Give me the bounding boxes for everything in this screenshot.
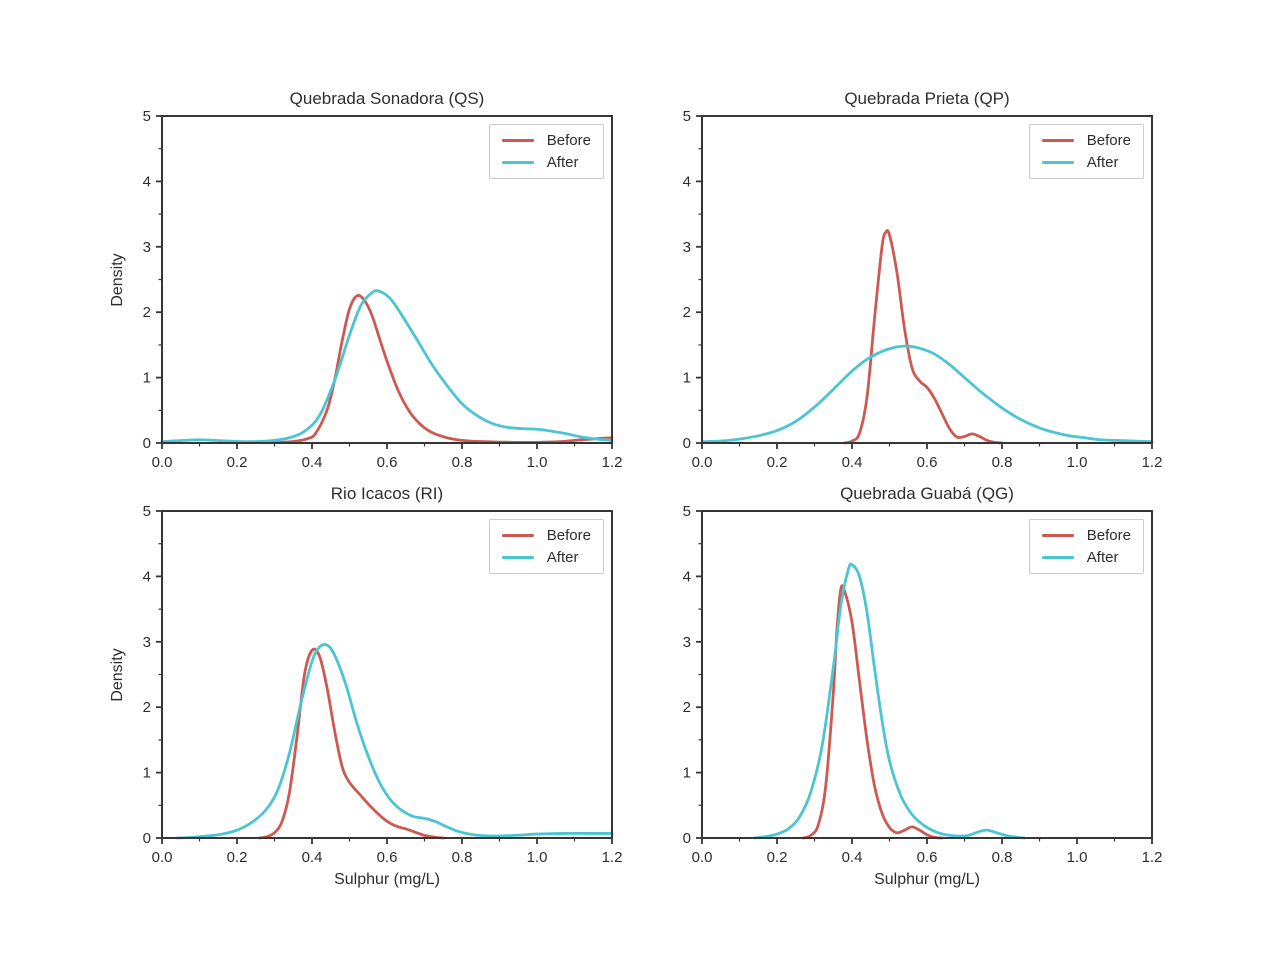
- svg-text:0.2: 0.2: [227, 454, 248, 471]
- svg-text:0.0: 0.0: [152, 849, 173, 866]
- svg-text:2: 2: [683, 304, 691, 321]
- legend-label-after: After: [546, 549, 579, 566]
- svg-text:1.0: 1.0: [527, 454, 548, 471]
- legend: Before After: [1028, 124, 1144, 179]
- subplot-title: Rio Icacos (RI): [330, 484, 444, 503]
- subplot-rio-icacos: Rio Icacos (RI) 0.0 0.2 0.4 0.6 0.8 1.0 1.2 0 1 2…: [109, 484, 623, 888]
- subplot-title: Quebrada Prieta (QP): [844, 89, 1010, 108]
- svg-text:0.2: 0.2: [227, 849, 248, 866]
- legend-item-after: After: [1041, 154, 1131, 171]
- legend-item-before: Before: [501, 132, 591, 149]
- svg-text:0.0: 0.0: [152, 454, 173, 471]
- svg-text:0.2: 0.2: [767, 849, 788, 866]
- svg-text:0.4: 0.4: [302, 454, 323, 471]
- svg-text:0.4: 0.4: [842, 454, 863, 471]
- legend-label-after: After: [1086, 549, 1119, 566]
- legend-label-after: After: [1086, 154, 1119, 171]
- svg-text:0.4: 0.4: [302, 849, 323, 866]
- x-axis-label: Sulphur (mg/L): [334, 871, 440, 888]
- legend: Before After: [488, 124, 604, 179]
- svg-text:0.8: 0.8: [452, 849, 473, 866]
- svg-text:0: 0: [683, 435, 691, 452]
- svg-text:2: 2: [143, 304, 151, 321]
- svg-text:1: 1: [683, 765, 691, 782]
- svg-text:5: 5: [143, 108, 151, 125]
- svg-text:3: 3: [143, 239, 151, 256]
- svg-text:0.2: 0.2: [767, 454, 788, 471]
- svg-text:0.6: 0.6: [917, 849, 938, 866]
- after-line-swatch: [501, 556, 534, 559]
- svg-text:4: 4: [683, 568, 691, 585]
- svg-text:3: 3: [683, 634, 691, 651]
- subplot-title: Quebrada Sonadora (QS): [289, 89, 485, 108]
- legend-label-before: Before: [1086, 132, 1131, 149]
- svg-text:0.0: 0.0: [692, 454, 713, 471]
- legend-label-before: Before: [546, 132, 591, 149]
- svg-text:0: 0: [143, 830, 151, 847]
- y-axis-label: Density: [109, 252, 126, 307]
- svg-text:1: 1: [143, 370, 151, 387]
- svg-text:0.6: 0.6: [917, 454, 938, 471]
- legend-item-before: Before: [1041, 527, 1131, 544]
- before-line-swatch: [501, 534, 534, 537]
- svg-text:3: 3: [683, 239, 691, 256]
- svg-text:1.0: 1.0: [527, 849, 548, 866]
- svg-text:1.2: 1.2: [1142, 849, 1163, 866]
- kde-plot-area: 0.0 0.2 0.4 0.6 0.8 1.0 1.2 0 1 2 3 4 5: [683, 108, 1163, 471]
- legend-label-before: Before: [546, 527, 591, 544]
- legend: Before After: [1028, 519, 1144, 574]
- svg-text:1.2: 1.2: [1142, 454, 1163, 471]
- svg-text:1: 1: [683, 370, 691, 387]
- subplot-title: Quebrada Guabá (QG): [840, 484, 1014, 503]
- svg-text:1.0: 1.0: [1067, 454, 1088, 471]
- before-line-swatch: [501, 139, 534, 142]
- subplot-quebrada-sonadora: Quebrada Sonadora (QS) 0.0 0.2 0.4 0.6 0.8 1.…: [109, 89, 623, 471]
- after-line-swatch: [501, 161, 534, 164]
- after-line-swatch: [1041, 556, 1074, 559]
- legend-item-after: After: [501, 549, 591, 566]
- svg-text:0.4: 0.4: [842, 849, 863, 866]
- svg-text:1.2: 1.2: [602, 454, 623, 471]
- kde-plot-area: 0.0 0.2 0.4 0.6 0.8 1.0 1.2 0 1 2 3 4 5: [143, 108, 623, 471]
- after-line-swatch: [1041, 161, 1074, 164]
- svg-text:5: 5: [143, 503, 151, 520]
- svg-text:0.8: 0.8: [992, 454, 1013, 471]
- svg-text:5: 5: [683, 108, 691, 125]
- legend-item-after: After: [501, 154, 591, 171]
- svg-text:0.8: 0.8: [992, 849, 1013, 866]
- svg-text:0.0: 0.0: [692, 849, 713, 866]
- y-axis-label: Density: [109, 647, 126, 702]
- legend-item-before: Before: [501, 527, 591, 544]
- subplot-quebrada-prieta: Quebrada Prieta (QP) 0.0 0.2 0.4 0.6 0.8 1.0 1…: [683, 89, 1163, 471]
- legend: Before After: [488, 519, 604, 574]
- svg-text:1: 1: [143, 765, 151, 782]
- kde-plot-area: 0.0 0.2 0.4 0.6 0.8 1.0 1.2 0 1 2 3 4 5: [143, 503, 623, 866]
- svg-text:2: 2: [143, 699, 151, 716]
- svg-text:3: 3: [143, 634, 151, 651]
- legend-label-after: After: [546, 154, 579, 171]
- svg-text:4: 4: [143, 568, 151, 585]
- before-line-swatch: [1041, 534, 1074, 537]
- svg-text:1.2: 1.2: [602, 849, 623, 866]
- kde-plot-area: 0.0 0.2 0.4 0.6 0.8 1.0 1.2 0 1 2 3 4 5: [683, 503, 1163, 866]
- svg-text:5: 5: [683, 503, 691, 520]
- svg-text:0.8: 0.8: [452, 454, 473, 471]
- svg-text:0.6: 0.6: [377, 849, 398, 866]
- legend-item-before: Before: [1041, 132, 1131, 149]
- svg-text:1.0: 1.0: [1067, 849, 1088, 866]
- legend-label-before: Before: [1086, 527, 1131, 544]
- svg-text:4: 4: [683, 173, 691, 190]
- svg-text:2: 2: [683, 699, 691, 716]
- svg-text:0.6: 0.6: [377, 454, 398, 471]
- svg-text:4: 4: [143, 173, 151, 190]
- x-axis-label: Sulphur (mg/L): [874, 871, 980, 888]
- svg-text:0: 0: [683, 830, 691, 847]
- before-line-swatch: [1041, 139, 1074, 142]
- subplot-quebrada-guaba: Quebrada Guabá (QG) 0.0 0.2 0.4 0.6 0.8 1.0 1.…: [683, 484, 1163, 888]
- svg-text:0: 0: [143, 435, 151, 452]
- legend-item-after: After: [1041, 549, 1131, 566]
